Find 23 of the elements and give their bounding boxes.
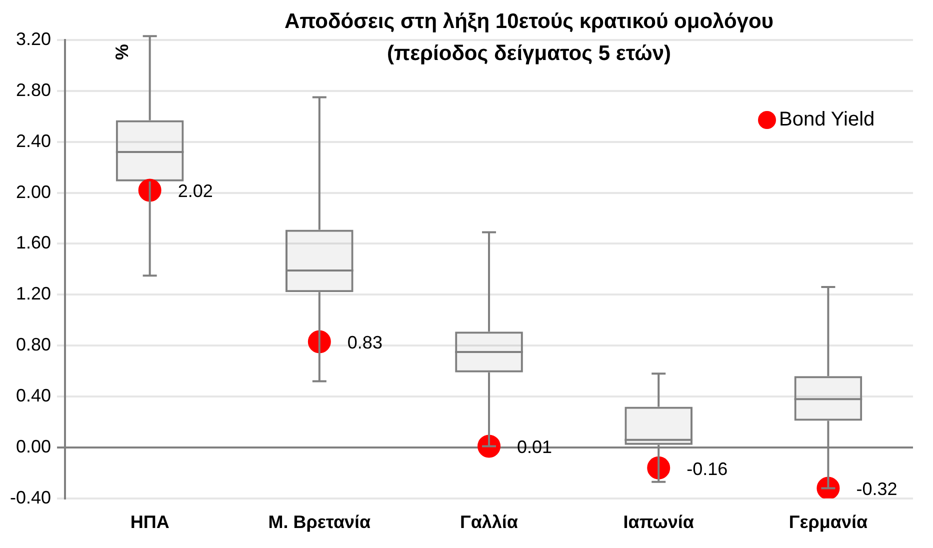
x-tick-label: Μ. Βρετανία [268, 512, 371, 532]
chart-title: Αποδόσεις στη λήξη 10ετούς κρατικού ομολόγου (περίοδος δείγματος 5 ετών) [284, 10, 774, 65]
y-tick-label: 2.40 [16, 130, 52, 151]
legend-label: Bond Yield [779, 108, 875, 131]
x-tick-label: Γαλλία [460, 512, 518, 532]
data-label: -0.32 [856, 479, 898, 500]
data-label: 0.01 [517, 437, 552, 458]
y-tick-label: 3.20 [16, 28, 52, 49]
y-tick-label: -0.40 [10, 487, 52, 508]
data-label: 2.02 [178, 181, 213, 202]
y-tick-label: 0.00 [16, 436, 52, 456]
y-axis-title: % [112, 44, 132, 60]
x-tick-label: ΗΠΑ [130, 512, 170, 532]
y-tick-label: 0.80 [16, 334, 52, 355]
x-tick-label: Ιαπωνία [623, 512, 694, 532]
y-tick-label: 2.80 [16, 80, 52, 100]
y-tick-label: 1.20 [16, 284, 52, 304]
y-tick-label: 2.00 [16, 182, 52, 202]
data-label: -0.16 [686, 458, 728, 479]
x-tick-label: Γερμανία [788, 512, 868, 532]
data-label: 0.83 [347, 332, 382, 353]
y-tick-label: 1.60 [16, 232, 52, 253]
y-tick-label: 0.40 [16, 386, 52, 406]
